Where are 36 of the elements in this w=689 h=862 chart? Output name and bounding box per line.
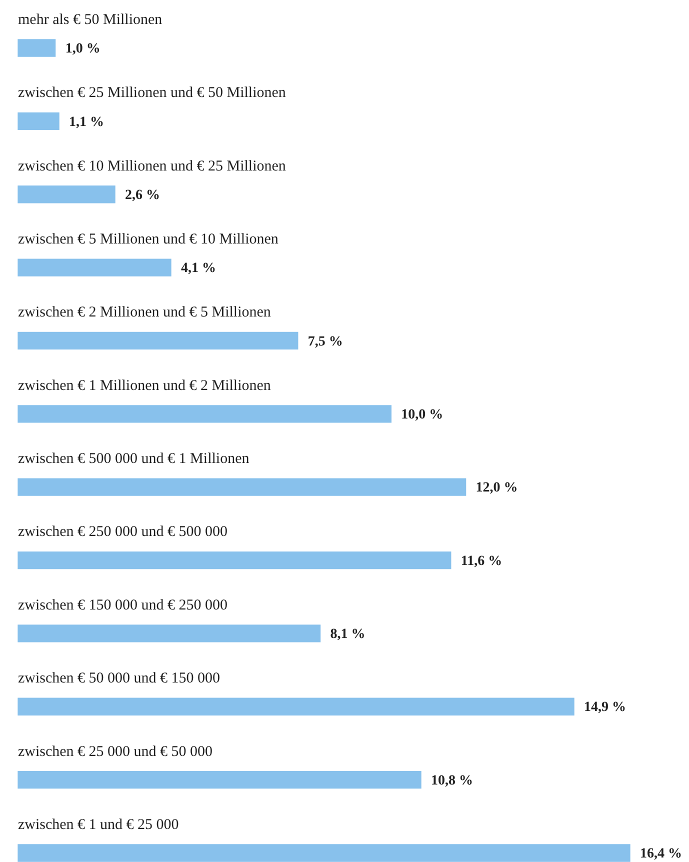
data-label: 7,5 % xyxy=(308,334,343,350)
y-tick-label: zwischen € 10 Millionen und € 25 Millionen xyxy=(18,158,286,174)
bar xyxy=(18,844,630,862)
y-tick-label: zwischen € 150 000 und € 250 000 xyxy=(18,597,228,614)
data-label: 4,1 % xyxy=(181,261,216,276)
bar xyxy=(18,112,60,130)
data-label: 14,9 % xyxy=(584,700,626,716)
bar xyxy=(18,551,452,570)
data-label: 10,8 % xyxy=(431,773,474,788)
bar xyxy=(18,405,392,423)
bar xyxy=(18,624,321,642)
y-tick-label: zwischen € 25 000 und € 50 000 xyxy=(18,744,213,760)
bar xyxy=(18,186,116,204)
data-label: 8,1 % xyxy=(330,627,366,642)
data-label: 16,4 % xyxy=(640,846,682,862)
bar xyxy=(18,39,56,57)
y-tick-label: zwischen € 5 Millionen und € 10 Millionen xyxy=(18,231,279,248)
y-tick-label: zwischen € 1 und € 25 000 xyxy=(18,816,179,833)
y-tick-label: zwischen € 50 000 und € 150 000 xyxy=(18,670,220,687)
data-label: 2,6 % xyxy=(125,188,160,203)
y-tick-label: zwischen € 1 Millionen und € 2 Millionen xyxy=(18,378,272,394)
bar xyxy=(18,478,466,496)
data-label: 11,6 % xyxy=(460,554,502,569)
y-tick-label: zwischen € 2 Millionen und € 5 Millionen xyxy=(18,304,272,321)
y-tick-label: zwischen € 250 000 und € 500 000 xyxy=(18,524,228,540)
data-label: 10,0 % xyxy=(401,408,444,423)
bar xyxy=(18,258,172,276)
y-tick-label: zwischen € 500 000 und € 1 Millionen xyxy=(18,451,250,468)
data-label: 1,0 % xyxy=(65,42,100,57)
bar xyxy=(18,770,422,789)
y-tick-label: mehr als € 50 Millionen xyxy=(18,12,163,28)
y-tick-label: zwischen € 25 Millionen und € 50 Millionen xyxy=(18,85,286,102)
data-label: 1,1 % xyxy=(69,114,104,130)
data-label: 12,0 % xyxy=(476,480,518,496)
bar xyxy=(18,332,298,350)
bar xyxy=(18,698,574,716)
